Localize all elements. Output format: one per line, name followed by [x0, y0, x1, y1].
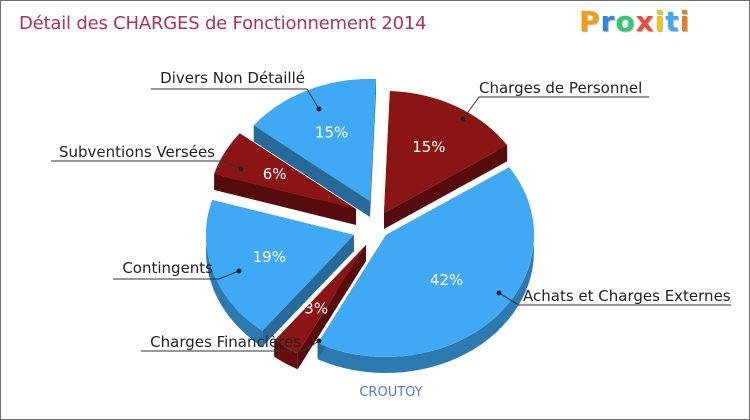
leader-line [141, 340, 320, 352]
slice-category-label: Charges Financières [150, 333, 301, 351]
leader-line [151, 88, 320, 110]
leader-dot [496, 290, 502, 296]
pie-slice [317, 167, 534, 357]
leader-line [462, 96, 649, 120]
slice-percent-label: 3% [304, 300, 328, 318]
slice-category-label: Divers Non Détaillé [160, 69, 305, 87]
slice-percent-label: 19% [253, 248, 286, 266]
pie-slice [384, 91, 508, 213]
leader-line [113, 270, 240, 280]
slice-category-label: Achats et Charges Externes [523, 287, 731, 305]
leader-dot [236, 268, 242, 274]
pie-slice [274, 245, 366, 354]
commune-name: CROUTOY [359, 385, 423, 400]
pie-slice-edge [384, 145, 508, 229]
pie-slice-edge [262, 235, 354, 347]
leader-dot [316, 106, 322, 112]
pie-slice [214, 133, 356, 209]
logo-letter: i [654, 5, 666, 38]
chart-title: Détail des CHARGES de Fonctionnement 201… [19, 13, 427, 34]
logo-letter: x [635, 5, 655, 38]
logo-letter: P [579, 5, 601, 38]
logo-letter: t [665, 5, 680, 38]
pie-slice [205, 200, 354, 331]
slice-category-label: Contingents [122, 259, 213, 277]
slice-percent-label: 6% [263, 165, 287, 183]
pie-slice-edge [253, 125, 370, 217]
leader-dot [238, 166, 244, 172]
leader-dot [316, 338, 322, 344]
logo-letter: r [600, 5, 616, 38]
leader-line [498, 292, 731, 306]
slice-percent-label: 15% [412, 138, 445, 156]
slice-percent-label: 15% [315, 123, 348, 141]
slice-category-label: Charges de Personnel [479, 79, 642, 97]
slice-percent-label: 42% [430, 271, 463, 289]
slice-category-label: Subventions Versées [59, 143, 215, 161]
pie-slice-side [317, 167, 534, 373]
proxiti-logo: Proxiti [579, 5, 690, 38]
pie-slice-edge [214, 173, 356, 225]
logo-letter: i [679, 5, 691, 38]
leader-line [51, 160, 242, 170]
pie-slice [253, 79, 376, 201]
leader-dot [460, 116, 466, 122]
logo-letter: o [615, 5, 636, 38]
pie-slice-edge [370, 79, 376, 217]
